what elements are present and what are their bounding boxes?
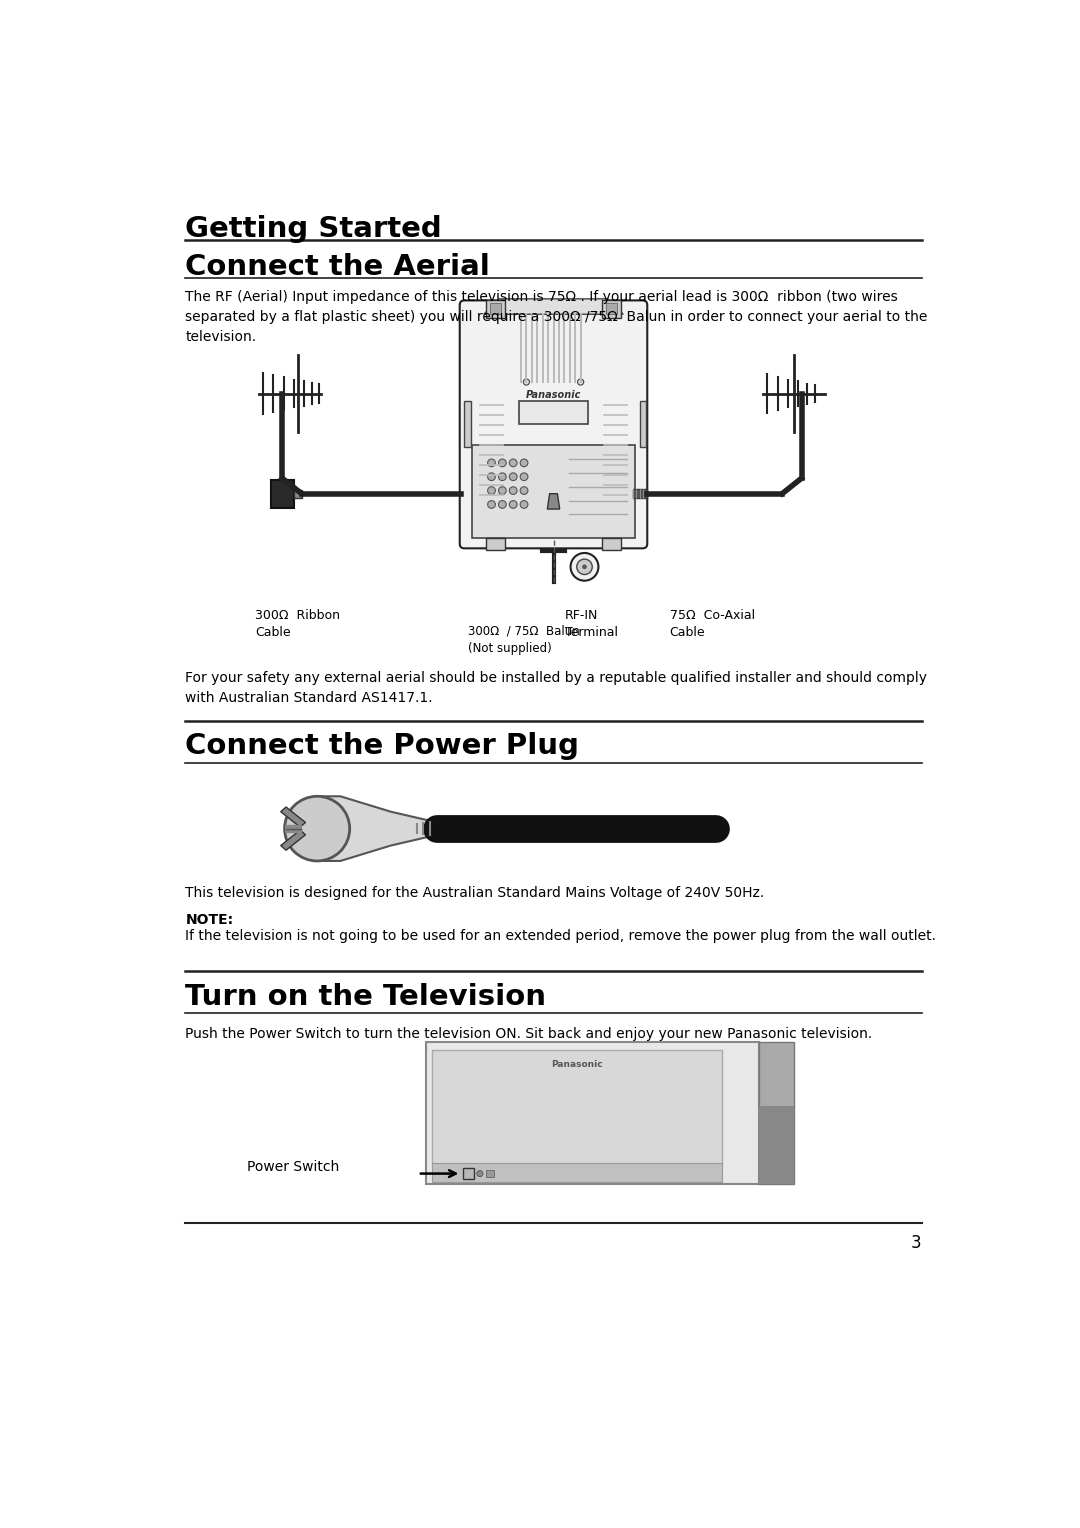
Text: The RF (Aerial) Input impedance of this television is 75Ω . If your aerial lead : The RF (Aerial) Input impedance of this …: [186, 290, 928, 344]
Circle shape: [510, 472, 517, 481]
Circle shape: [521, 501, 528, 509]
Circle shape: [524, 379, 529, 385]
Bar: [518, 402, 589, 425]
Bar: [603, 299, 621, 318]
Bar: [490, 304, 501, 315]
Polygon shape: [548, 494, 559, 509]
Bar: [633, 489, 647, 498]
Text: Connect the Power Plug: Connect the Power Plug: [186, 732, 579, 761]
Polygon shape: [484, 299, 623, 315]
Bar: [759, 1106, 794, 1184]
Text: Power Switch: Power Switch: [247, 1160, 339, 1175]
Bar: [432, 1050, 723, 1166]
Circle shape: [521, 487, 528, 495]
Text: Panasonic: Panasonic: [551, 1059, 603, 1068]
Text: Turn on the Television: Turn on the Television: [186, 983, 546, 1010]
Text: Panasonic: Panasonic: [526, 390, 581, 400]
Bar: [426, 1042, 759, 1184]
Polygon shape: [281, 807, 306, 827]
Circle shape: [521, 458, 528, 466]
Circle shape: [510, 501, 517, 509]
Bar: [432, 1163, 723, 1183]
Text: Connect the Aerial: Connect the Aerial: [186, 252, 490, 281]
Circle shape: [488, 487, 496, 495]
Bar: [606, 304, 617, 315]
Bar: [271, 480, 294, 507]
Bar: [464, 402, 471, 448]
Circle shape: [488, 458, 496, 466]
Text: 300Ω  Ribbon
Cable: 300Ω Ribbon Cable: [255, 610, 340, 639]
Circle shape: [582, 564, 586, 568]
Circle shape: [488, 472, 496, 481]
Bar: [486, 538, 504, 550]
Circle shape: [521, 472, 528, 481]
Circle shape: [499, 458, 507, 466]
Bar: [463, 1169, 474, 1180]
Polygon shape: [321, 796, 437, 860]
Bar: [472, 445, 635, 538]
Text: Getting Started: Getting Started: [186, 215, 442, 243]
Circle shape: [510, 487, 517, 495]
Circle shape: [499, 487, 507, 495]
Text: RF-IN
Terminal: RF-IN Terminal: [565, 610, 618, 639]
Circle shape: [510, 458, 517, 466]
Text: NOTE:: NOTE:: [186, 914, 233, 927]
Bar: [486, 299, 504, 318]
Text: 300Ω  / 75Ω  Balun
(Not supplied): 300Ω / 75Ω Balun (Not supplied): [469, 625, 580, 654]
Bar: [759, 1042, 794, 1184]
Text: If the television is not going to be used for an extended period, remove the pow: If the television is not going to be use…: [186, 929, 936, 943]
Circle shape: [578, 379, 583, 385]
Text: 75Ω  Co-Axial
Cable: 75Ω Co-Axial Cable: [670, 610, 755, 639]
Circle shape: [488, 501, 496, 509]
Circle shape: [570, 553, 598, 581]
Circle shape: [499, 472, 507, 481]
Bar: [294, 490, 301, 498]
Bar: [486, 1170, 494, 1178]
Bar: [603, 538, 621, 550]
Polygon shape: [281, 830, 306, 850]
Circle shape: [577, 559, 592, 575]
Bar: [639, 402, 646, 448]
Circle shape: [499, 501, 507, 509]
Text: For your safety any external aerial should be installed by a reputable qualified: For your safety any external aerial shou…: [186, 671, 928, 704]
FancyBboxPatch shape: [460, 301, 647, 549]
Circle shape: [284, 796, 350, 860]
Text: This television is designed for the Australian Standard Mains Voltage of 240V 50: This television is designed for the Aust…: [186, 886, 765, 900]
Circle shape: [476, 1170, 483, 1177]
Text: Push the Power Switch to turn the television ON. Sit back and enjoy your new Pan: Push the Power Switch to turn the televi…: [186, 1027, 873, 1041]
Text: 3: 3: [912, 1235, 921, 1253]
